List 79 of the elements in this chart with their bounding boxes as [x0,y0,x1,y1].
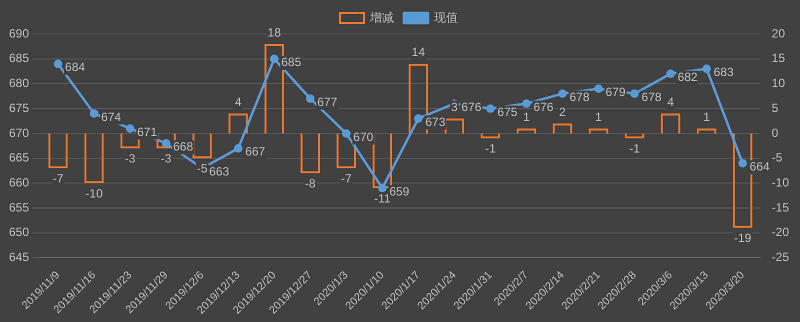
data-label: -19 [734,231,752,246]
data-label: 678 [642,90,662,104]
point [378,184,387,192]
y-tick-label: 670 [8,126,30,140]
legend-label: 现值 [434,10,458,24]
data-label: 1 [595,110,602,124]
point [486,104,495,113]
data-label: 668 [173,140,194,154]
y-tick-label: 660 [8,175,30,190]
y-tick-label: 650 [8,225,30,240]
y-tick-label: 645 [8,250,30,264]
data-label: -7 [52,172,64,186]
data-label: 670 [353,130,374,144]
point [558,89,567,98]
point [738,159,747,168]
data-label: 678 [569,90,590,104]
y-tick-label: 675 [8,100,30,115]
data-label: 684 [65,60,86,74]
data-label: 679 [606,85,626,100]
point [270,54,278,64]
point [594,84,603,93]
data-label: 667 [245,144,266,159]
data-label: 18 [268,25,282,40]
y2-tick-label: 15 [772,51,786,66]
data-label: 663 [209,164,230,179]
point [522,99,531,108]
y2-tick-label: 5 [772,100,779,115]
y2-tick-label: -10 [772,175,790,190]
data-label: -10 [85,186,104,200]
data-label: 677 [317,94,338,109]
y2-tick-label: 20 [772,26,786,40]
data-label: -7 [340,172,352,186]
point [630,89,639,98]
data-label: -1 [629,142,640,156]
data-label: -3 [124,152,136,166]
data-label: 676 [533,100,554,114]
y2-tick-label: -15 [772,200,790,214]
point [342,129,351,138]
data-label: 674 [101,110,122,124]
y2-tick-label: -25 [772,250,790,264]
data-label: 1 [703,110,710,124]
data-label: 659 [389,184,410,198]
y2-tick-label: -5 [772,150,783,165]
data-label: 683 [714,65,734,80]
data-label: -5 [196,162,208,176]
y-tick-label: 690 [8,26,30,40]
data-label: 685 [281,55,302,70]
point [54,60,62,68]
data-label: -3 [160,152,172,166]
y-tick-label: 655 [8,200,30,214]
data-label: -1 [485,142,496,156]
data-label: 4 [234,94,242,109]
data-label: 14 [412,45,426,60]
data-label: 682 [678,70,698,84]
y-tick-label: 680 [8,76,30,90]
data-label: 673 [425,114,446,129]
y-tick-label: 665 [8,150,30,165]
point [702,64,711,74]
data-label: 664 [750,160,770,174]
y2-tick-label: 10 [772,76,786,90]
point [126,124,134,133]
point [234,144,242,153]
data-label: 2 [559,104,566,119]
y2-tick-label: 0 [772,126,779,140]
data-label: 671 [137,124,158,139]
data-label: 1 [523,110,530,124]
data-label: -11 [374,191,391,206]
point [306,94,315,103]
point [666,70,675,78]
data-label: 675 [497,104,518,119]
data-label: 676 [461,100,482,114]
legend-label: 增减 [369,10,394,24]
y2-tick-label: -20 [772,225,790,240]
y-tick-label: 685 [8,51,30,66]
data-label: 4 [667,94,674,109]
point [90,109,98,118]
data-label: 3 [451,100,458,114]
point [414,114,423,123]
data-label: -8 [304,176,316,191]
